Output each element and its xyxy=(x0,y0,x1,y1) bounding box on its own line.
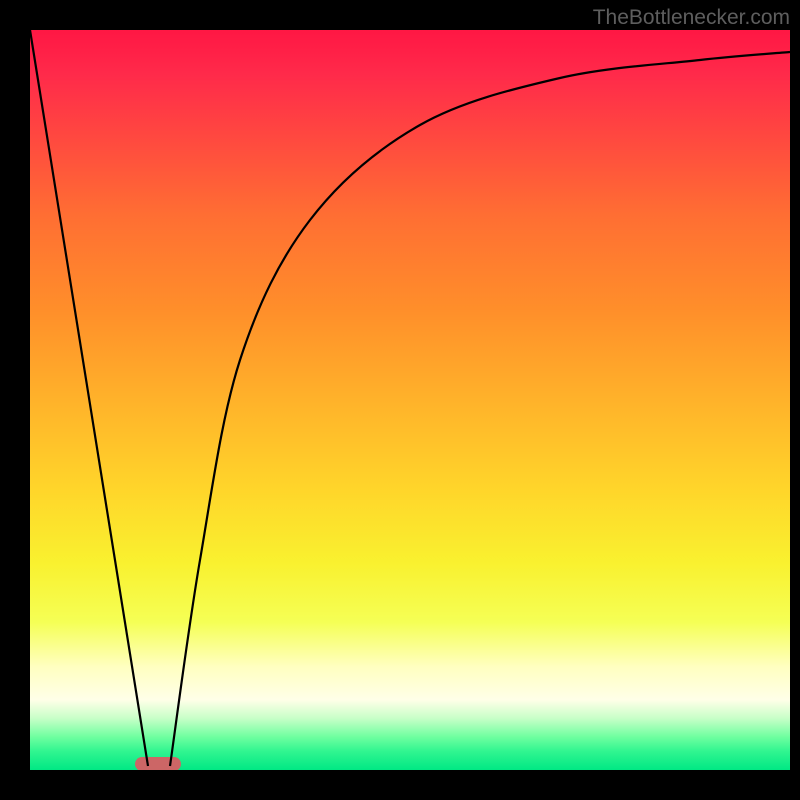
bottleneck-chart: TheBottlenecker.com xyxy=(0,0,800,800)
chart-svg xyxy=(0,0,800,800)
watermark-text: TheBottlenecker.com xyxy=(593,6,790,30)
plot-background xyxy=(30,30,790,770)
optimal-marker xyxy=(135,757,181,771)
